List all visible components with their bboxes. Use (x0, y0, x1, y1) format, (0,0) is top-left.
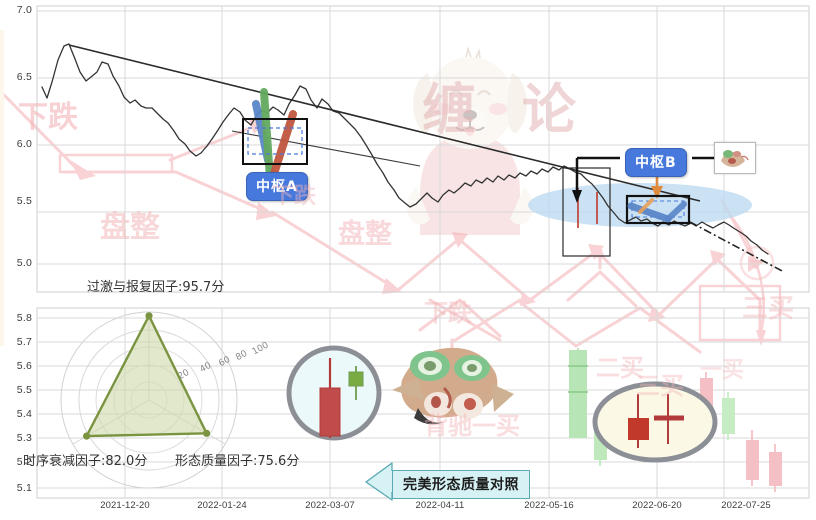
xtick-5: 2022-06-20 (632, 500, 682, 511)
price-ytick-3: 5.5 (16, 195, 32, 207)
xtick-2: 2022-03-07 (305, 500, 355, 511)
callout-arrow-head (365, 462, 393, 501)
xtick-1: 2022-01-24 (197, 500, 247, 511)
price-ytick-1: 6.5 (16, 71, 32, 83)
pivot-b-left-box (562, 167, 611, 257)
candle-sample-right (592, 381, 718, 463)
pattern-ytick-5: 5.3 (16, 432, 32, 444)
brand-watermark-text-left: 缠 (422, 78, 476, 141)
xtick-6: 2022-07-25 (721, 500, 771, 511)
pivot-b-box (625, 194, 691, 225)
pattern-thumbnail-frame[interactable] (714, 142, 756, 174)
pivot-b-label[interactable]: 中枢B (625, 148, 687, 177)
price-ytick-4: 5.0 (16, 257, 32, 269)
pivot-b-blue-stroke-2 (665, 201, 687, 222)
pivot-b-arrow-head (572, 190, 582, 203)
pivot-b-halo (528, 183, 752, 227)
radar-label-top: 过激与报复因子:95.7分 (87, 280, 225, 295)
xtick-0: 2021-12-20 (100, 500, 150, 511)
pivot-a-box (242, 118, 308, 165)
xtick-3: 2022-04-11 (415, 500, 465, 511)
pivot-a-label[interactable]: 中枢A (246, 172, 308, 201)
candle-sample-left (286, 345, 382, 441)
pivot-b-blue-stroke (627, 202, 672, 223)
radar-point-2 (83, 432, 91, 440)
dashed-projection (689, 221, 785, 273)
xtick-4: 2022-05-16 (524, 500, 574, 511)
pattern-ytick-1: 5.7 (16, 336, 32, 348)
radar-label-right: 形态质量因子:75.6分 (175, 454, 300, 469)
pivot-a-red-stroke (268, 110, 297, 184)
radar-label-left: 时序衰减因子:82.0分 (23, 454, 148, 469)
pattern-ytick-7: 5.1 (16, 482, 32, 494)
pivot-a-inner-dashed-box (247, 127, 303, 155)
pattern-thumbnail-icon (721, 150, 749, 167)
pivot-b-orange-arrow-head (651, 186, 663, 199)
price-line (41, 43, 769, 255)
price-ytick-0: 7.0 (16, 4, 32, 16)
pattern-ytick-2: 5.6 (16, 360, 32, 372)
downtrend-line (68, 44, 701, 202)
pattern-ytick-4: 5.4 (16, 408, 32, 420)
pattern-ytick-6: 5.2 (16, 456, 32, 468)
radar-point-0 (145, 312, 153, 320)
pivot-b-orange-stroke (638, 198, 654, 214)
pattern-ytick-3: 5.5 (16, 384, 32, 396)
pattern-ytick-0: 5.8 (16, 312, 32, 324)
radar-point-1 (203, 429, 211, 437)
price-ytick-2: 6.0 (16, 138, 32, 150)
bottom-callout-label[interactable]: 完美形态质量对照 (392, 470, 530, 499)
radar-polygon (85, 314, 208, 438)
